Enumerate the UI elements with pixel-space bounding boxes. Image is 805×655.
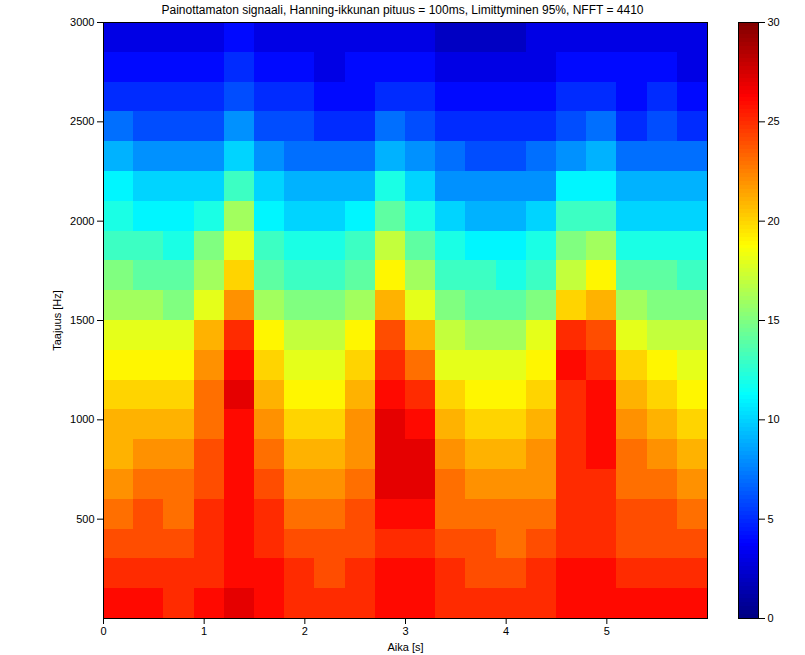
svg-text:2500: 2500 xyxy=(70,115,94,127)
svg-text:0: 0 xyxy=(100,625,106,637)
svg-text:5: 5 xyxy=(768,513,774,525)
svg-text:0: 0 xyxy=(768,612,774,624)
svg-text:30: 30 xyxy=(768,16,780,28)
svg-text:1: 1 xyxy=(201,625,207,637)
svg-text:3: 3 xyxy=(402,625,408,637)
html-text:Painottamaton signaali, Hannin: Painottamaton signaali, Hanning-ikkunan … xyxy=(161,3,644,17)
svg-text:2000: 2000 xyxy=(70,215,94,227)
svg-text:4: 4 xyxy=(503,625,509,637)
svg-text:Taajuus [Hz]: Taajuus [Hz] xyxy=(51,290,63,351)
svg-text:10: 10 xyxy=(768,413,780,425)
svg-text:15: 15 xyxy=(768,314,780,326)
svg-text:1000: 1000 xyxy=(70,413,94,425)
svg-text:Aika [s]: Aika [s] xyxy=(387,641,423,653)
svg-text:3000: 3000 xyxy=(70,16,94,28)
svg-text:500: 500 xyxy=(76,513,94,525)
svg-text:2: 2 xyxy=(302,625,308,637)
svg-text:20: 20 xyxy=(768,215,780,227)
svg-text:5: 5 xyxy=(604,625,610,637)
svg-text:1500: 1500 xyxy=(70,314,94,326)
svg-text:25: 25 xyxy=(768,115,780,127)
